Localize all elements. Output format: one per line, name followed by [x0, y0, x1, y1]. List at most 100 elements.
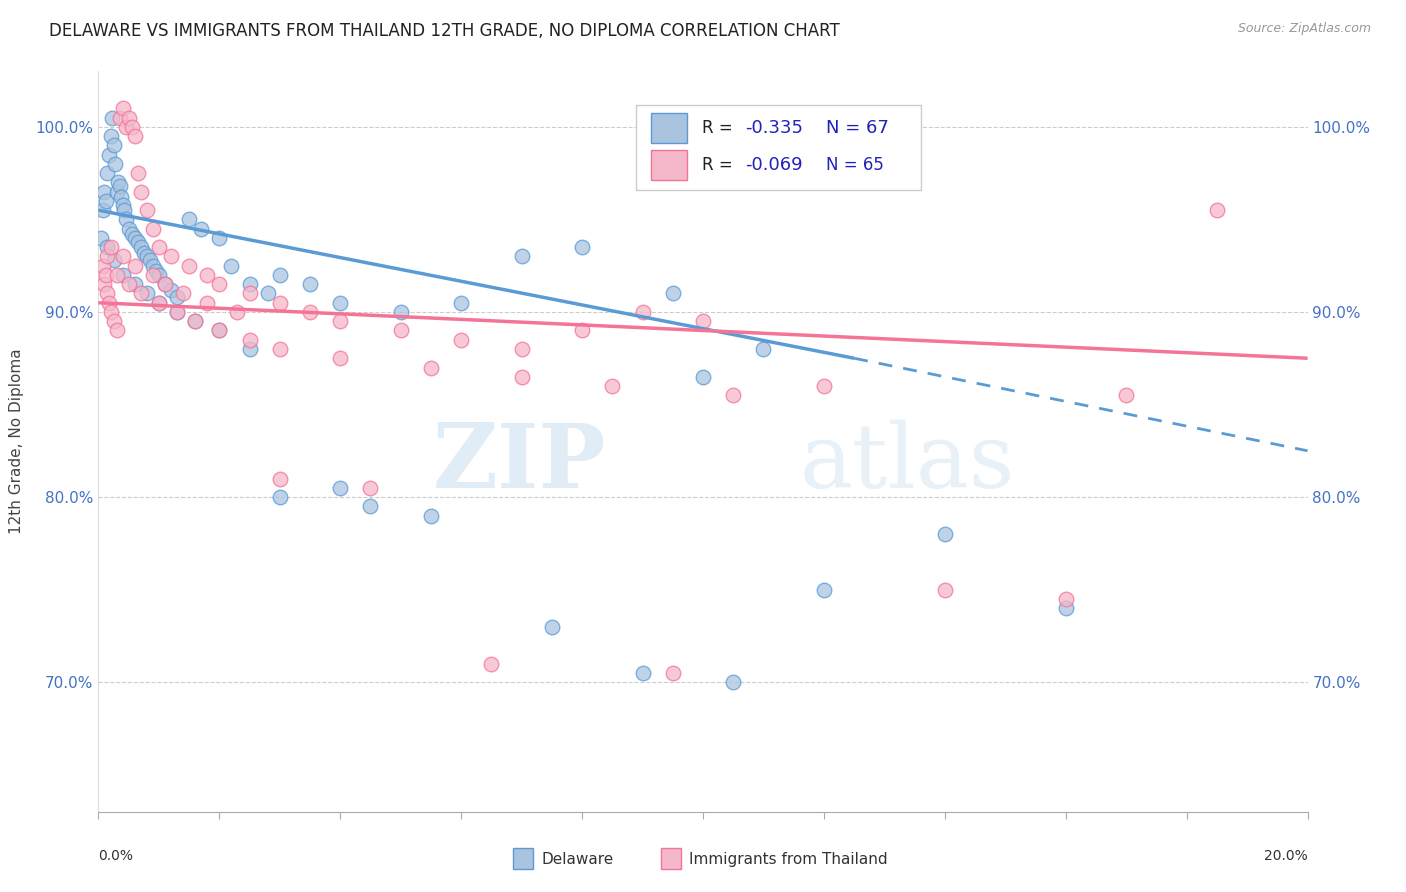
Point [111, 250, 134, 264]
Point [389, 324, 412, 338]
Point [239, 342, 262, 356]
Point [142, 259, 165, 273]
Point [420, 360, 443, 375]
Point [602, 379, 624, 393]
Point [118, 221, 141, 235]
Text: Delaware: Delaware [541, 853, 613, 867]
Point [145, 264, 167, 278]
Point [114, 212, 136, 227]
Point [153, 277, 176, 292]
Point [450, 333, 472, 347]
Point [160, 250, 183, 264]
Point [124, 231, 146, 245]
Point [103, 138, 125, 153]
Point [108, 111, 131, 125]
Point [179, 212, 201, 227]
Point [481, 657, 503, 671]
Point [98, 147, 121, 161]
Point [118, 111, 141, 125]
Y-axis label: 12th Grade, No Diploma: 12th Grade, No Diploma [10, 349, 24, 534]
Point [148, 295, 170, 310]
Text: Source: ZipAtlas.com: Source: ZipAtlas.com [1237, 22, 1371, 36]
Text: N = 65: N = 65 [827, 156, 884, 174]
Point [100, 111, 122, 125]
Point [96, 286, 118, 301]
Text: 20.0%: 20.0% [1264, 849, 1308, 863]
Point [239, 277, 262, 292]
Point [103, 253, 125, 268]
Point [96, 250, 118, 264]
Point [813, 582, 835, 597]
Point [752, 342, 775, 356]
Point [166, 305, 188, 319]
Point [139, 253, 162, 268]
Point [692, 314, 714, 328]
Point [93, 185, 115, 199]
Point [111, 268, 134, 282]
FancyBboxPatch shape [651, 150, 688, 179]
Point [112, 203, 135, 218]
Point [107, 176, 129, 190]
Point [100, 129, 122, 144]
Point [96, 166, 118, 180]
Point [299, 305, 322, 319]
Point [105, 185, 128, 199]
Point [135, 203, 157, 218]
Point [105, 324, 128, 338]
Point [108, 179, 131, 194]
Point [121, 227, 143, 242]
Point [195, 295, 218, 310]
Point [256, 286, 278, 301]
Point [420, 508, 443, 523]
Point [129, 240, 152, 254]
Point [329, 295, 352, 310]
Point [934, 582, 956, 597]
Point [329, 314, 352, 328]
Point [208, 324, 231, 338]
Point [450, 295, 472, 310]
Point [661, 286, 683, 301]
Text: ZIP: ZIP [433, 420, 606, 508]
Text: -0.335: -0.335 [745, 120, 803, 137]
Point [208, 231, 231, 245]
Text: N = 67: N = 67 [827, 120, 889, 137]
Point [91, 259, 114, 273]
Point [329, 481, 352, 495]
Point [184, 314, 207, 328]
Point [360, 481, 382, 495]
Point [269, 490, 291, 504]
Point [510, 369, 533, 384]
Text: 0.0%: 0.0% [98, 849, 134, 863]
Text: atlas: atlas [800, 420, 1015, 508]
Point [184, 314, 207, 328]
Point [160, 283, 183, 297]
Point [723, 675, 745, 690]
Point [661, 665, 683, 680]
Point [389, 305, 412, 319]
Point [104, 157, 127, 171]
Text: -0.069: -0.069 [745, 156, 803, 174]
Point [111, 197, 134, 211]
Point [269, 472, 291, 486]
Point [510, 250, 533, 264]
Point [226, 305, 249, 319]
Point [100, 305, 122, 319]
Point [190, 221, 212, 235]
Point [239, 333, 262, 347]
Point [110, 190, 132, 204]
Point [127, 166, 149, 180]
Point [98, 295, 121, 310]
Point [329, 351, 352, 366]
Point [103, 314, 125, 328]
Point [269, 268, 291, 282]
Point [118, 277, 141, 292]
Point [1054, 591, 1077, 606]
Point [127, 235, 149, 249]
Point [1054, 601, 1077, 615]
Point [135, 286, 157, 301]
Point [692, 369, 714, 384]
Point [124, 129, 146, 144]
Text: R =: R = [702, 156, 738, 174]
Point [166, 290, 188, 304]
Point [121, 120, 143, 134]
